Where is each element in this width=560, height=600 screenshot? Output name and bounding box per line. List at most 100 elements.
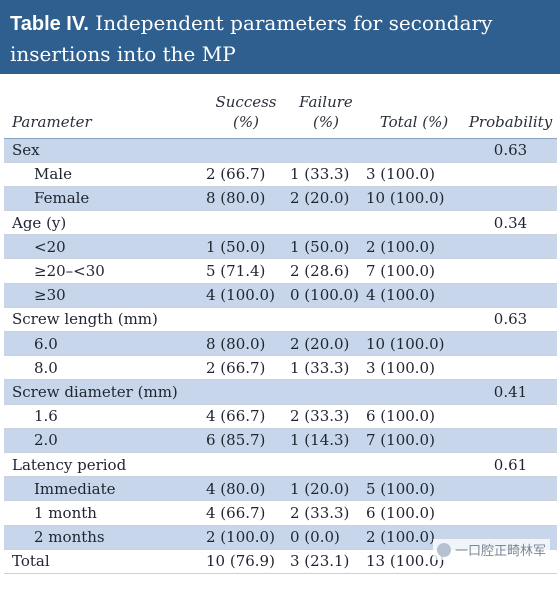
cell-probability (464, 162, 557, 187)
cell-success: 2 (100.0) (204, 525, 288, 550)
cell-success: 2 (66.7) (204, 162, 288, 187)
cell-total: 4 (100.0) (364, 283, 464, 308)
cell-total (364, 210, 464, 236)
table-title: Table IV. Independent parameters for sec… (0, 0, 560, 74)
cell-parameter: 6.0 (4, 331, 204, 357)
cell-failure: 1 (50.0) (288, 234, 364, 260)
table-row: ≥30 4 (100.0) 0 (100.0) 4 (100.0) (4, 283, 557, 308)
cell-total: 2 (100.0) (364, 234, 464, 260)
table-body: Sex 0.63 Male 2 (66.7) 1 (33.3) 3 (100.0) Fema… (4, 138, 557, 574)
cell-total (364, 452, 464, 478)
cell-probability (464, 186, 557, 212)
cell-failure (288, 138, 364, 163)
cell-parameter: Female (4, 186, 204, 212)
cell-probability: 0.61 (464, 452, 557, 478)
cell-failure: 2 (33.3) (288, 404, 364, 429)
table-row: 1.6 4 (66.7) 2 (33.3) 6 (100.0) (4, 404, 557, 429)
cell-success: 4 (66.7) (204, 404, 288, 429)
cell-success (204, 452, 288, 478)
cell-total: 3 (100.0) (364, 355, 464, 381)
cell-failure: 1 (33.3) (288, 162, 364, 187)
table-title-label: Table IV. (10, 13, 89, 35)
cell-total (364, 307, 464, 333)
cell-failure: 1 (20.0) (288, 476, 364, 502)
cell-success: 1 (50.0) (204, 234, 288, 260)
table-row: Screw length (mm) 0.63 (4, 307, 557, 333)
cell-success: 10 (76.9) (204, 549, 288, 574)
table-row: Age (y) 0.34 (4, 210, 557, 236)
cell-total: 5 (100.0) (364, 476, 464, 502)
table-row: Immediate 4 (80.0) 1 (20.0) 5 (100.0) (4, 476, 557, 502)
cell-success: 5 (71.4) (204, 258, 288, 284)
header-total: Total (%) (364, 74, 464, 139)
cell-probability (464, 476, 557, 502)
cell-parameter: Total (4, 549, 204, 574)
cell-parameter: Screw length (mm) (4, 307, 204, 333)
cell-failure: 0 (0.0) (288, 525, 364, 550)
cell-failure (288, 452, 364, 478)
table-row: <20 1 (50.0) 1 (50.0) 2 (100.0) (4, 234, 557, 260)
cell-failure: 1 (33.3) (288, 355, 364, 381)
header-failure: Failure (%) (288, 74, 364, 139)
table-row: Total 10 (76.9) 3 (23.1) 13 (100.0) (4, 549, 557, 574)
cell-parameter: Screw diameter (mm) (4, 379, 204, 405)
table-title-text: Independent parameters for secondary ins… (10, 11, 493, 66)
table-row: Latency period 0.61 (4, 452, 557, 478)
header-probability: Probability (464, 74, 557, 139)
cell-probability (464, 428, 557, 453)
table-row: ≥20–<30 5 (71.4) 2 (28.6) 7 (100.0) (4, 258, 557, 284)
cell-total: 10 (100.0) (364, 186, 464, 212)
cell-success: 4 (66.7) (204, 500, 288, 526)
cell-parameter: Male (4, 162, 204, 187)
cell-probability: 0.41 (464, 379, 557, 405)
table-row: Sex 0.63 (4, 138, 557, 163)
cell-total (364, 379, 464, 405)
table-row: 6.0 8 (80.0) 2 (20.0) 10 (100.0) (4, 331, 557, 357)
cell-success (204, 210, 288, 236)
cell-parameter: Age (y) (4, 210, 204, 236)
cell-total: 2 (100.0) (364, 525, 464, 550)
cell-probability (464, 500, 557, 526)
cell-parameter: 8.0 (4, 355, 204, 381)
cell-total: 10 (100.0) (364, 331, 464, 357)
parameters-table: Parameter Success (%) Failure (%) Total … (4, 74, 557, 574)
cell-success: 8 (80.0) (204, 331, 288, 357)
cell-failure (288, 379, 364, 405)
cell-probability (464, 258, 557, 284)
cell-success (204, 138, 288, 163)
cell-failure: 3 (23.1) (288, 549, 364, 574)
cell-parameter: Latency period (4, 452, 204, 478)
cell-failure (288, 307, 364, 333)
cell-probability (464, 234, 557, 260)
cell-probability: 0.63 (464, 138, 557, 163)
cell-parameter: ≥30 (4, 283, 204, 308)
cell-parameter: Sex (4, 138, 204, 163)
table-header-row: Parameter Success (%) Failure (%) Total … (4, 74, 557, 139)
cell-probability (464, 283, 557, 308)
cell-failure: 2 (33.3) (288, 500, 364, 526)
cell-success: 6 (85.7) (204, 428, 288, 453)
header-parameter: Parameter (4, 74, 204, 139)
cell-total: 7 (100.0) (364, 258, 464, 284)
cell-failure: 2 (20.0) (288, 331, 364, 357)
cell-total: 6 (100.0) (364, 404, 464, 429)
watermark-text: 一口腔正畸林军 (454, 544, 546, 559)
table-row: 2.0 6 (85.7) 1 (14.3) 7 (100.0) (4, 428, 557, 453)
table-row: Female 8 (80.0) 2 (20.0) 10 (100.0) (4, 186, 557, 212)
cell-parameter: Immediate (4, 476, 204, 502)
cell-total: 7 (100.0) (364, 428, 464, 453)
cell-success: 4 (100.0) (204, 283, 288, 308)
cell-parameter: 1 month (4, 500, 204, 526)
cell-total (364, 138, 464, 163)
header-success: Success (%) (204, 74, 288, 139)
cell-failure (288, 210, 364, 236)
table-row: 1 month 4 (66.7) 2 (33.3) 6 (100.0) (4, 500, 557, 526)
cell-success: 4 (80.0) (204, 476, 288, 502)
wechat-icon (436, 542, 451, 557)
cell-probability (464, 331, 557, 357)
cell-success (204, 307, 288, 333)
cell-probability (464, 355, 557, 381)
table-row: Male 2 (66.7) 1 (33.3) 3 (100.0) (4, 162, 557, 187)
cell-probability: 0.34 (464, 210, 557, 236)
cell-success: 8 (80.0) (204, 186, 288, 212)
